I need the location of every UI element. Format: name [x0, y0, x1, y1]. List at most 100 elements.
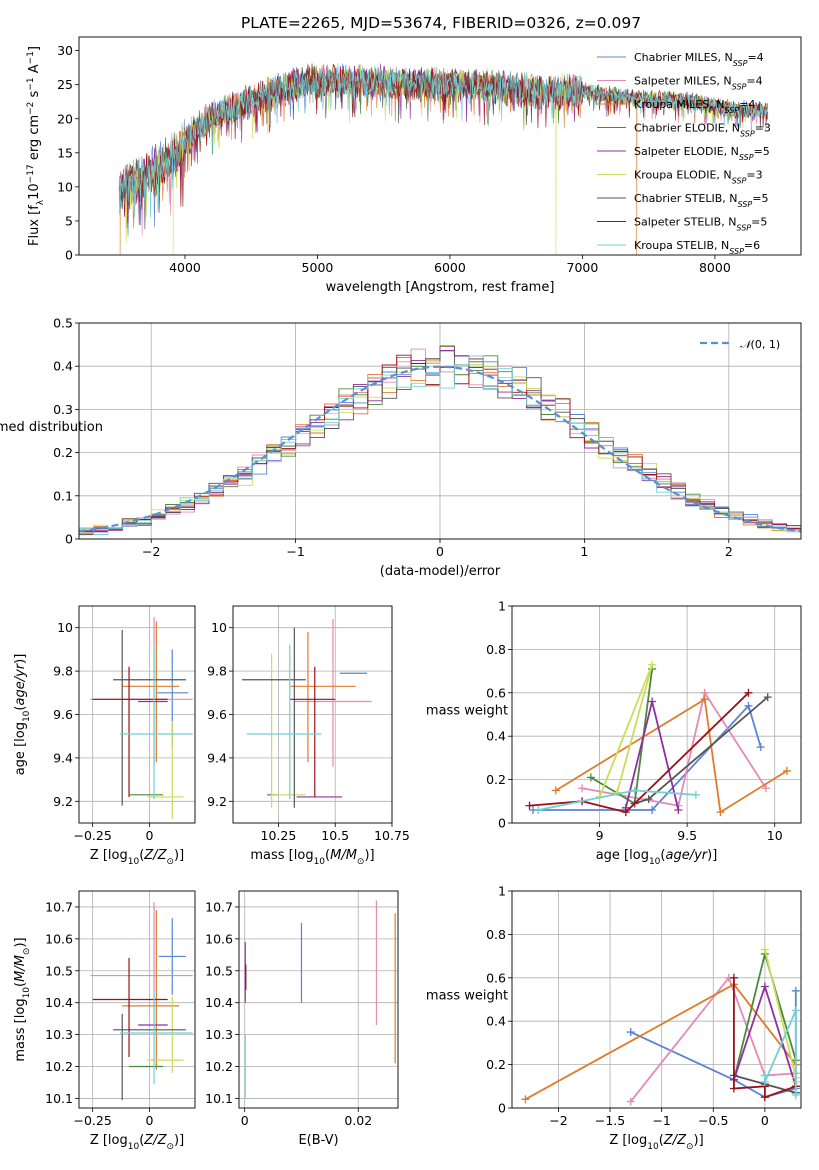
x-tick-label: 10.5 — [321, 828, 349, 843]
series-salpeter-stelib — [729, 973, 800, 1102]
point-marker — [578, 784, 587, 793]
y-tick-label: 0.1 — [53, 488, 73, 503]
legend-entry: Chabrier MILES, NSSP=4 — [634, 51, 764, 68]
series-kroupa-miles — [551, 695, 791, 817]
x-tick-label: 0.02 — [344, 1113, 372, 1128]
y-tick-label: 1 — [498, 884, 506, 899]
axes: −0.25 0 9.2 9.4 9.6 9.8 10 Z [log10(Z/Z⊙)] age [… — [13, 605, 196, 867]
y-tick-label: 9.2 — [53, 794, 73, 809]
point-marker — [763, 693, 772, 702]
x-tick-label: −0.25 — [73, 828, 111, 843]
point-marker — [729, 1084, 738, 1093]
y-tick-label: 0.2 — [486, 772, 506, 787]
x-tick-label: 9.5 — [677, 828, 697, 843]
y-tick-label: 9.6 — [53, 707, 73, 722]
errorbar-kroupa-elodie — [147, 996, 184, 1073]
legend-entry: Salpeter MILES, NSSP=4 — [634, 75, 763, 92]
point-marker — [782, 766, 791, 775]
y-tick-label: 9.4 — [207, 750, 227, 765]
grid — [79, 606, 195, 823]
errorbar-kroupa-miles — [122, 910, 180, 1070]
legend-entry: Salpeter ELODIE, NSSP=5 — [634, 145, 770, 162]
x-tick-label: 0 — [241, 1113, 249, 1128]
axes: −2 −1.5 −1 −0.5 0 0 0.2 0.4 0.6 0.8 1 Z [log10(Z/Z⊙… — [426, 884, 802, 1152]
point-marker — [644, 795, 653, 804]
y-tick-label: 10.1 — [205, 1091, 233, 1106]
x-tick-label: 10.25 — [261, 828, 297, 843]
y-tick-label: 25 — [57, 77, 73, 92]
x-tick-label: −0.5 — [698, 1113, 728, 1128]
plot-area — [521, 945, 800, 1106]
errorbar-kroupa-miles — [289, 632, 356, 763]
errorbar-salpeter-stelib — [92, 666, 168, 797]
point-marker — [744, 688, 753, 697]
point-marker — [674, 805, 683, 814]
series-line — [764, 949, 797, 1082]
series-line — [533, 704, 762, 811]
plot-area — [79, 345, 801, 539]
point-marker — [700, 695, 709, 704]
y-tick-label: 10.6 — [205, 931, 233, 946]
point-marker — [729, 973, 738, 982]
x-tick-label: 8000 — [699, 260, 731, 275]
point-marker — [791, 1006, 800, 1015]
point-marker — [525, 801, 534, 810]
errorbar-salpeter-stelib — [289, 666, 336, 797]
axes-frame — [238, 890, 399, 1109]
y-tick-label: 10.3 — [205, 1027, 233, 1042]
y-tick-label: 10.4 — [205, 995, 233, 1010]
y-tick-label: 9.6 — [207, 707, 227, 722]
y-tick-label: 0.2 — [486, 1057, 506, 1072]
y-tick-label: 15 — [57, 145, 73, 160]
point-marker — [760, 1077, 769, 1086]
grid — [239, 891, 398, 1108]
errorbar-kroupa-elodie — [271, 653, 306, 808]
plot-area — [242, 619, 372, 808]
x-tick-label: 10 — [767, 828, 783, 843]
x-tick-label: 6000 — [434, 260, 466, 275]
y-tick-label: 0 — [65, 248, 73, 263]
axis-label: mass weight — [426, 704, 508, 719]
errorbar-chabrier-stelib — [242, 627, 306, 808]
panel-age-vs-mass: 10.25 10.5 10.75 9.2 9.4 9.6 9.8 10 mass [log10(… — [207, 605, 410, 867]
legend: 𝒩(0, 1) — [700, 338, 780, 351]
y-tick-label: 0.4 — [486, 729, 506, 744]
panel-age-vs-Z: −0.25 0 9.2 9.4 9.6 9.8 10 Z [log10(Z/Z⊙)] age [… — [13, 605, 196, 867]
y-tick-label: 9.4 — [53, 750, 73, 765]
y-tick-label: 10.2 — [205, 1059, 233, 1074]
x-tick-label: −1 — [652, 1113, 670, 1128]
y-tick-label: 10.4 — [45, 995, 73, 1010]
y-tick-label: 0 — [498, 1101, 506, 1116]
axis-label: wavelength [Angstrom, rest frame] — [326, 280, 555, 295]
y-tick-label: 10.6 — [45, 931, 73, 946]
y-tick-label: 10.5 — [205, 963, 233, 978]
grid — [233, 606, 393, 823]
axes: 9 9.5 10 0 0.2 0.4 0.6 0.8 1 age [log10(age/yr)] m… — [426, 599, 802, 867]
panel-spectrum: 4000 5000 6000 7000 8000 0 5 10 15 20 25 30 waveleng… — [26, 36, 802, 295]
point-marker — [716, 808, 725, 817]
point-marker — [534, 805, 543, 814]
y-tick-label: 9.8 — [53, 664, 73, 679]
x-tick-label: −1.5 — [595, 1113, 625, 1128]
y-tick-label: 0 — [65, 532, 73, 547]
series-salpeter-elodie — [621, 697, 683, 814]
y-tick-label: 9.2 — [207, 794, 227, 809]
point-marker — [761, 784, 770, 793]
y-tick-label: 0.5 — [53, 316, 73, 331]
x-tick-label: 1 — [580, 544, 588, 559]
x-tick-label: 0 — [761, 1113, 769, 1128]
y-tick-label: 10.3 — [45, 1027, 73, 1042]
series-line — [538, 789, 696, 811]
series-line — [764, 1010, 797, 1095]
y-tick-label: 0.4 — [486, 1014, 506, 1029]
legend-entry: Kroupa ELODIE, NSSP=3 — [634, 169, 763, 186]
y-tick-label: 10 — [57, 179, 73, 194]
grid — [512, 890, 801, 1109]
point-marker — [760, 982, 769, 991]
y-tick-label: 10.1 — [45, 1091, 73, 1106]
errorbar-chabrier-stelib — [113, 629, 186, 806]
y-tick-label: 10.2 — [45, 1059, 73, 1074]
point-marker — [760, 1093, 769, 1102]
y-tick-label: 1 — [498, 599, 506, 614]
legend-entry: Kroupa STELIB, NSSP=6 — [634, 239, 760, 256]
